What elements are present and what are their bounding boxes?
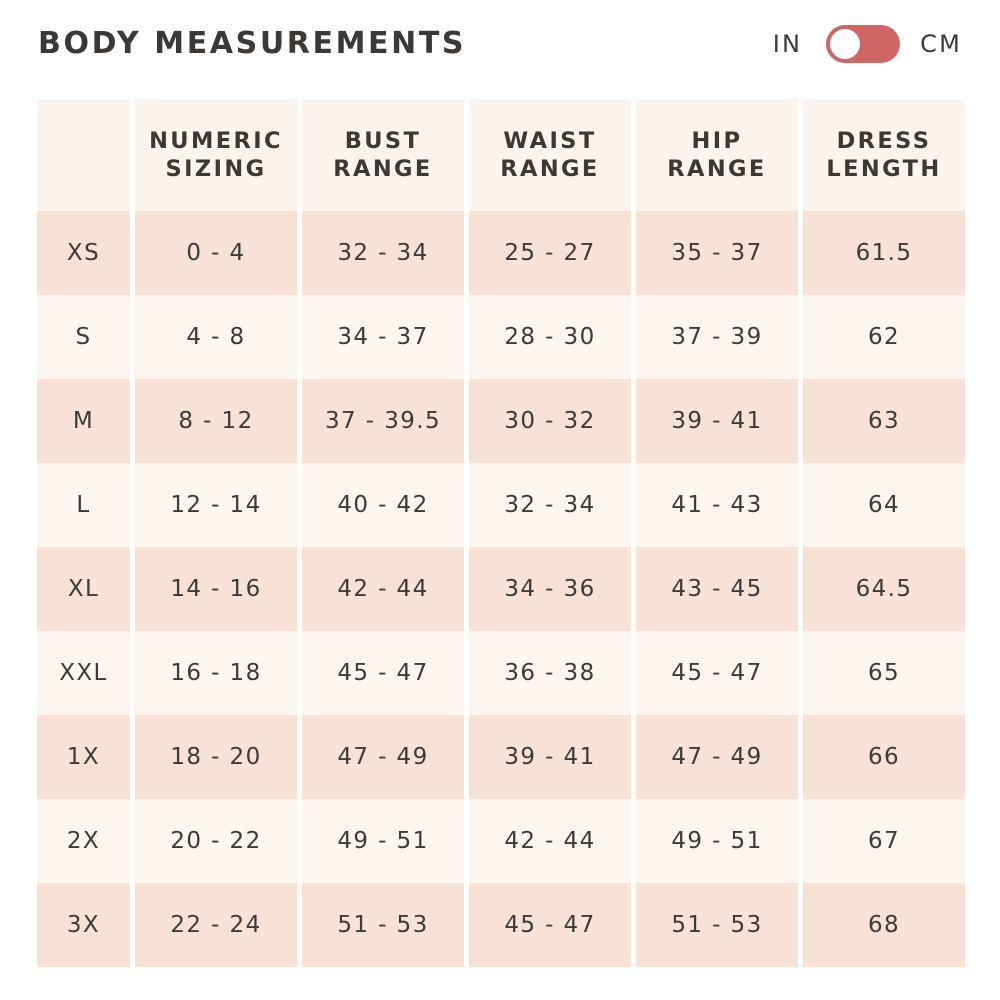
cell-hip-range: 49 - 51: [636, 799, 798, 883]
cell-bust-range: 40 - 42: [302, 463, 464, 547]
cell-numeric-sizing: 16 - 18: [135, 631, 297, 715]
cell-waist-range: 39 - 41: [469, 715, 631, 799]
page-title: BODY MEASUREMENTS: [38, 26, 467, 61]
header-size: [37, 99, 130, 211]
cell-numeric-sizing: 4 - 8: [135, 295, 297, 379]
header-waist-range: WAIST RANGE: [469, 99, 631, 211]
cell-waist-range: 25 - 27: [469, 211, 631, 295]
table-row: XL 14 - 16 42 - 44 34 - 36 43 - 45 64.5: [37, 547, 965, 631]
table-row: XXL 16 - 18 45 - 47 36 - 38 45 - 47 65: [37, 631, 965, 715]
table-body: XS 0 - 4 32 - 34 25 - 27 35 - 37 61.5 S 4 - 8 34…: [37, 211, 965, 967]
cell-size: XS: [37, 211, 130, 295]
cell-size: 3X: [37, 883, 130, 967]
cell-bust-range: 37 - 39.5: [302, 379, 464, 463]
unit-switch[interactable]: [826, 25, 901, 63]
cell-waist-range: 34 - 36: [469, 547, 631, 631]
cell-waist-range: 32 - 34: [469, 463, 631, 547]
unit-label-cm[interactable]: CM: [920, 30, 962, 58]
cell-waist-range: 45 - 47: [469, 883, 631, 967]
cell-dress-length: 63: [803, 379, 965, 463]
cell-dress-length: 62: [803, 295, 965, 379]
cell-bust-range: 47 - 49: [302, 715, 464, 799]
cell-dress-length: 67: [803, 799, 965, 883]
switch-knob: [830, 29, 861, 59]
cell-numeric-sizing: 18 - 20: [135, 715, 297, 799]
table-row: 3X 22 - 24 51 - 53 45 - 47 51 - 53 68: [37, 883, 965, 967]
size-chart-table: NUMERIC SIZING BUST RANGE WAIST RANGE HI…: [32, 99, 970, 967]
cell-numeric-sizing: 12 - 14: [135, 463, 297, 547]
cell-numeric-sizing: 22 - 24: [135, 883, 297, 967]
cell-hip-range: 39 - 41: [636, 379, 798, 463]
cell-hip-range: 47 - 49: [636, 715, 798, 799]
cell-size: 1X: [37, 715, 130, 799]
cell-numeric-sizing: 20 - 22: [135, 799, 297, 883]
cell-hip-range: 51 - 53: [636, 883, 798, 967]
cell-size: 2X: [37, 799, 130, 883]
cell-bust-range: 32 - 34: [302, 211, 464, 295]
cell-bust-range: 34 - 37: [302, 295, 464, 379]
cell-bust-range: 42 - 44: [302, 547, 464, 631]
cell-waist-range: 30 - 32: [469, 379, 631, 463]
cell-hip-range: 45 - 47: [636, 631, 798, 715]
unit-label-in[interactable]: IN: [772, 30, 803, 58]
header-bust-range: BUST RANGE: [302, 99, 464, 211]
table-row: 2X 20 - 22 49 - 51 42 - 44 49 - 51 67: [37, 799, 965, 883]
cell-hip-range: 41 - 43: [636, 463, 798, 547]
cell-numeric-sizing: 0 - 4: [135, 211, 297, 295]
cell-hip-range: 37 - 39: [636, 295, 798, 379]
cell-size: XL: [37, 547, 130, 631]
cell-bust-range: 49 - 51: [302, 799, 464, 883]
cell-waist-range: 28 - 30: [469, 295, 631, 379]
cell-numeric-sizing: 14 - 16: [135, 547, 297, 631]
cell-size: L: [37, 463, 130, 547]
cell-dress-length: 64.5: [803, 547, 965, 631]
cell-numeric-sizing: 8 - 12: [135, 379, 297, 463]
header-dress-length: DRESS LENGTH: [803, 99, 965, 211]
table-row: XS 0 - 4 32 - 34 25 - 27 35 - 37 61.5: [37, 211, 965, 295]
cell-bust-range: 45 - 47: [302, 631, 464, 715]
cell-waist-range: 36 - 38: [469, 631, 631, 715]
table-row: L 12 - 14 40 - 42 32 - 34 41 - 43 64: [37, 463, 965, 547]
cell-hip-range: 35 - 37: [636, 211, 798, 295]
cell-size: S: [37, 295, 130, 379]
header-numeric-sizing: NUMERIC SIZING: [135, 99, 297, 211]
cell-dress-length: 64: [803, 463, 965, 547]
cell-dress-length: 66: [803, 715, 965, 799]
cell-dress-length: 65: [803, 631, 965, 715]
table-row: 1X 18 - 20 47 - 49 39 - 41 47 - 49 66: [37, 715, 965, 799]
cell-waist-range: 42 - 44: [469, 799, 631, 883]
cell-size: M: [37, 379, 130, 463]
cell-size: XXL: [37, 631, 130, 715]
header-hip-range: HIP RANGE: [636, 99, 798, 211]
table-header-row: NUMERIC SIZING BUST RANGE WAIST RANGE HI…: [37, 99, 965, 211]
cell-hip-range: 43 - 45: [636, 547, 798, 631]
unit-toggle: IN CM: [773, 22, 962, 66]
cell-bust-range: 51 - 53: [302, 883, 464, 967]
cell-dress-length: 68: [803, 883, 965, 967]
cell-dress-length: 61.5: [803, 211, 965, 295]
